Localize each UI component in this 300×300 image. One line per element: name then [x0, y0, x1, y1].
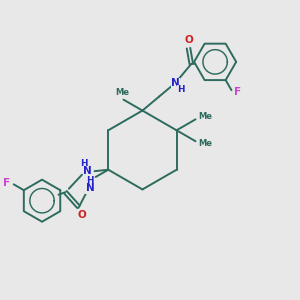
Text: N: N [83, 166, 92, 176]
Text: N: N [86, 183, 94, 194]
Text: O: O [184, 34, 193, 45]
Text: Me: Me [198, 139, 212, 148]
Text: H: H [80, 159, 88, 168]
Text: Me: Me [198, 112, 212, 122]
Text: O: O [78, 210, 86, 220]
Text: F: F [234, 87, 241, 97]
Text: F: F [3, 178, 10, 188]
Text: H: H [177, 85, 184, 94]
Text: H: H [86, 176, 94, 185]
Text: N: N [171, 78, 180, 88]
Text: Me: Me [115, 88, 129, 97]
